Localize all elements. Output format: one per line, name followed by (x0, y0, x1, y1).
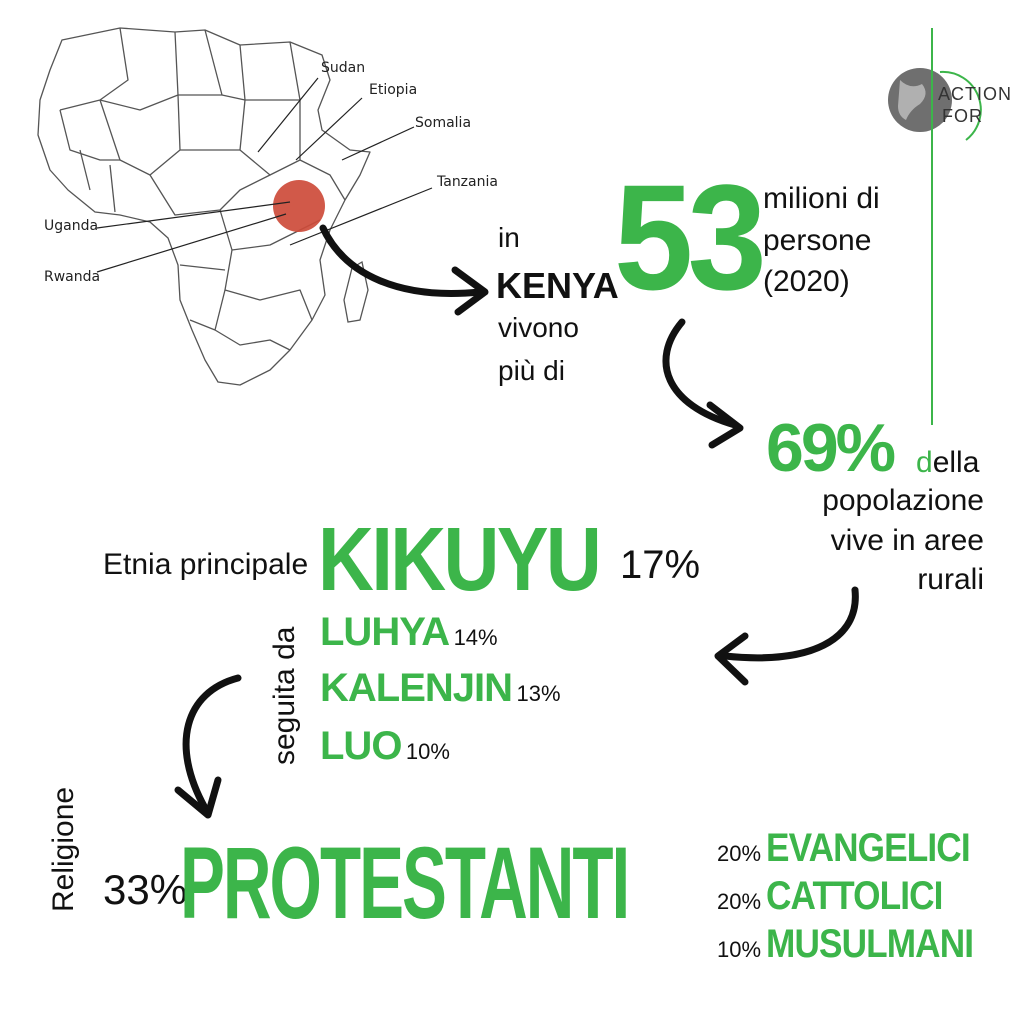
rural-percent: 69% (766, 410, 896, 486)
religion-label: Religione (47, 786, 80, 912)
ethnicity-row-luhya: LUHYA 14% (320, 610, 498, 655)
population-unit-line1: milioni di (763, 182, 880, 215)
rural-line2: popolazione (822, 484, 984, 517)
text-vivono: vivono (498, 312, 579, 343)
population-number: 53 (614, 153, 767, 321)
ethnicity-percent: 13% (516, 681, 561, 706)
text-piu-di: più di (498, 355, 565, 386)
ethnicity-name: LUHYA (320, 610, 450, 654)
ethnicity-percent: 14% (453, 625, 498, 650)
rural-line3: vive in aree (830, 524, 984, 557)
ethnicity-name: KALENJIN (320, 666, 513, 710)
rural-line1-rest: ella (932, 446, 980, 479)
ethnicity-name: LUO (320, 724, 402, 768)
map-label-somalia: Somalia (415, 115, 472, 131)
ethnicity-main-percent: 17% (620, 543, 701, 587)
madagascar-shape (343, 260, 369, 323)
ethnicity-row-kalenjin: KALENJIN 13% (320, 666, 561, 711)
ethnicity-label: Etnia principale (103, 548, 309, 581)
religion-percent: 20% (717, 841, 762, 866)
religion-row-cattolici: 20% CATTOLICI (717, 874, 966, 919)
rural-line4: rurali (917, 563, 984, 596)
ethnicity-row-luo: LUO 10% (320, 724, 450, 769)
population-year: (2020) (763, 265, 850, 298)
rural-line1: della (916, 446, 979, 480)
religion-main-percent: 33% (103, 866, 188, 913)
map-label-uganda: Uganda (44, 218, 99, 234)
arrow-69-to-ethnicity (721, 586, 859, 662)
map-label-rwanda: Rwanda (44, 269, 101, 285)
ethnicity-percent: 10% (405, 739, 450, 764)
arrow-53-to-69 (662, 318, 739, 429)
globe-icon (888, 68, 952, 132)
religion-row-musulmani: 10% MUSULMANI (717, 922, 1001, 967)
religion-percent: 10% (717, 937, 762, 962)
arrow-ethnicity-to-religion (182, 674, 242, 812)
rural-line1-first: d (916, 446, 933, 479)
religion-row-evangelici: 20% EVANGELICI (717, 826, 997, 871)
religion-percent: 20% (717, 889, 762, 914)
logo-text-for: FOR (942, 106, 983, 126)
africa-outline (37, 27, 371, 386)
religion-name: EVANGELICI (765, 826, 971, 870)
map-label-sudan: Sudan (321, 60, 366, 76)
map-label-etiopia: Etiopia (369, 82, 418, 98)
country-name: KENYA (496, 265, 619, 306)
map-label-tanzania: Tanzania (437, 174, 498, 190)
kenya-marker (273, 180, 325, 232)
population-unit-line2: persone (763, 224, 872, 257)
ethnicity-main: KIKUYU (318, 510, 602, 610)
religion-name: CATTOLICI (765, 874, 943, 918)
arrow-map-to-kenya (319, 224, 484, 297)
logo-text-action: ACTION (938, 84, 1013, 104)
religion-name: MUSULMANI (765, 922, 974, 966)
religion-main: PROTESTANTI (180, 826, 630, 940)
text-in: in (498, 222, 520, 253)
ethnicity-followed-by: seguita da (268, 626, 301, 765)
